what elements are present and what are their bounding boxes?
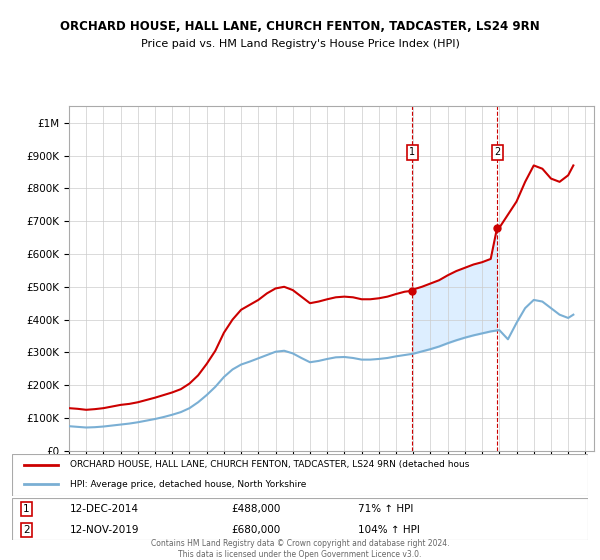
Text: 1: 1 [23,504,30,514]
Text: Contains HM Land Registry data © Crown copyright and database right 2024.
This d: Contains HM Land Registry data © Crown c… [151,539,449,559]
Text: ORCHARD HOUSE, HALL LANE, CHURCH FENTON, TADCASTER, LS24 9RN: ORCHARD HOUSE, HALL LANE, CHURCH FENTON,… [60,20,540,32]
Text: 2: 2 [23,525,30,535]
Text: £488,000: £488,000 [231,504,280,514]
Text: 2: 2 [494,147,500,157]
Text: 71% ↑ HPI: 71% ↑ HPI [358,504,413,514]
Text: 1: 1 [409,147,415,157]
Text: HPI: Average price, detached house, North Yorkshire: HPI: Average price, detached house, Nort… [70,480,306,489]
Text: 12-DEC-2014: 12-DEC-2014 [70,504,139,514]
Text: ORCHARD HOUSE, HALL LANE, CHURCH FENTON, TADCASTER, LS24 9RN (detached hous: ORCHARD HOUSE, HALL LANE, CHURCH FENTON,… [70,460,469,469]
FancyBboxPatch shape [12,498,588,540]
FancyBboxPatch shape [12,454,588,496]
Text: £680,000: £680,000 [231,525,280,535]
Text: Price paid vs. HM Land Registry's House Price Index (HPI): Price paid vs. HM Land Registry's House … [140,39,460,49]
Text: 12-NOV-2019: 12-NOV-2019 [70,525,139,535]
Text: 104% ↑ HPI: 104% ↑ HPI [358,525,419,535]
